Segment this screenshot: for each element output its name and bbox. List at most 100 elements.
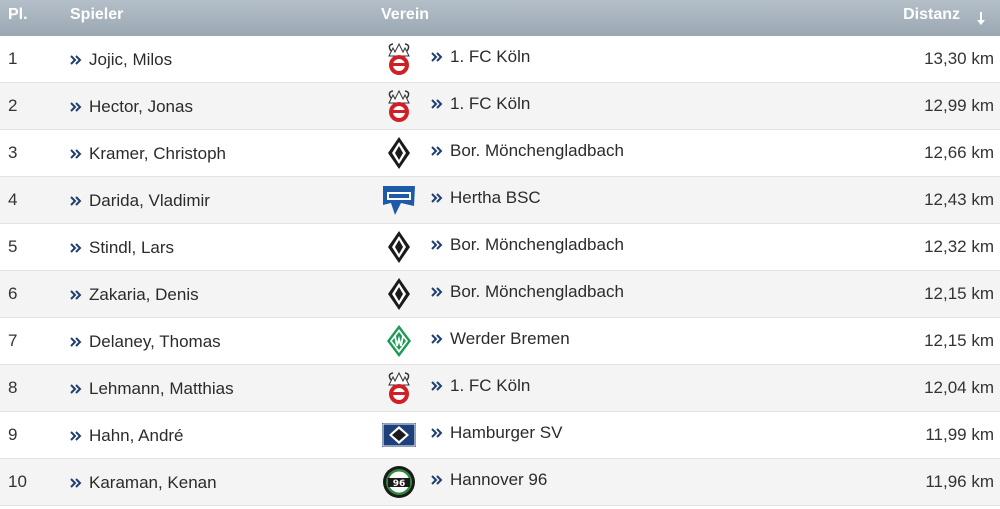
hertha-crest-icon[interactable] — [381, 183, 417, 217]
player-name[interactable]: Karaman, Kenan — [89, 473, 217, 492]
player-link[interactable]: Hector, Jonas — [70, 97, 193, 117]
player-name[interactable]: Lehmann, Matthias — [89, 379, 234, 398]
rank-cell: 3 — [8, 143, 18, 162]
player-link[interactable]: Delaney, Thomas — [70, 332, 221, 352]
table-row: 1 Jojic, Milos 1. FC Köln 13,30 km — [0, 36, 1000, 83]
double-chevron-right-icon — [70, 286, 84, 300]
club-link[interactable]: Bor. Mönchengladbach — [431, 282, 624, 302]
werder-crest-icon[interactable] — [381, 324, 417, 358]
club-link[interactable]: Werder Bremen — [431, 329, 570, 349]
table-row: 10 Karaman, Kenan 96 Hannover 96 11,96 km — [0, 459, 1000, 506]
club-name[interactable]: 1. FC Köln — [450, 376, 531, 395]
svg-text:96: 96 — [393, 479, 406, 489]
double-chevron-right-icon — [431, 330, 445, 344]
rank-cell: 1 — [8, 49, 18, 68]
player-name[interactable]: Stindl, Lars — [89, 238, 175, 257]
player-name[interactable]: Jojic, Milos — [89, 50, 173, 69]
hsv-crest-icon[interactable] — [381, 418, 417, 452]
rank-cell: 2 — [8, 96, 18, 115]
club-name[interactable]: Bor. Mönchengladbach — [450, 282, 624, 301]
distance-cell: 12,32 km — [924, 237, 994, 256]
rank-cell: 8 — [8, 378, 18, 397]
club-link[interactable]: Bor. Mönchengladbach — [431, 235, 624, 255]
double-chevron-right-icon — [431, 377, 445, 391]
club-name[interactable]: 1. FC Köln — [450, 47, 531, 66]
double-chevron-right-icon — [431, 48, 445, 62]
club-name[interactable]: Hannover 96 — [450, 470, 548, 489]
club-link[interactable]: 1. FC Köln — [431, 94, 530, 114]
player-name[interactable]: Delaney, Thomas — [89, 332, 221, 351]
table-row: 3 Kramer, Christoph Bor. Mönchengladbach 12… — [0, 130, 1000, 177]
distance-cell: 12,99 km — [924, 96, 994, 115]
header-player[interactable]: Spieler — [70, 6, 124, 23]
player-link[interactable]: Lehmann, Matthias — [70, 379, 234, 399]
double-chevron-right-icon — [70, 474, 84, 488]
player-link[interactable]: Stindl, Lars — [70, 238, 174, 258]
gladbach-crest-icon[interactable] — [381, 277, 417, 311]
distance-cell: 12,15 km — [924, 284, 994, 303]
club-link[interactable]: Bor. Mönchengladbach — [431, 141, 624, 161]
table-header: Pl. Spieler Verein Distanz — [0, 0, 1000, 36]
club-name[interactable]: Werder Bremen — [450, 329, 570, 348]
gladbach-crest-icon[interactable] — [381, 136, 417, 170]
player-link[interactable]: Zakaria, Denis — [70, 285, 199, 305]
player-name[interactable]: Hahn, André — [89, 426, 184, 445]
player-link[interactable]: Karaman, Kenan — [70, 473, 217, 493]
club-name[interactable]: 1. FC Köln — [450, 94, 531, 113]
double-chevron-right-icon — [70, 380, 84, 394]
double-chevron-right-icon — [431, 189, 445, 203]
rank-cell: 9 — [8, 425, 18, 444]
club-link[interactable]: Hamburger SV — [431, 423, 562, 443]
club-name[interactable]: Bor. Mönchengladbach — [450, 235, 624, 254]
player-name[interactable]: Kramer, Christoph — [89, 144, 226, 163]
hannover-crest-icon[interactable]: 96 — [381, 465, 417, 499]
player-link[interactable]: Jojic, Milos — [70, 50, 172, 70]
table-row: 8 Lehmann, Matthias 1. FC Köln 12,04 km — [0, 365, 1000, 412]
table-row: 2 Hector, Jonas 1. FC Köln 12,99 km — [0, 83, 1000, 130]
header-distance[interactable]: Distanz — [903, 6, 960, 23]
double-chevron-right-icon — [431, 142, 445, 156]
player-link[interactable]: Darida, Vladimir — [70, 191, 210, 211]
double-chevron-right-icon — [431, 283, 445, 297]
double-chevron-right-icon — [431, 424, 445, 438]
distance-cell: 11,99 km — [925, 425, 994, 444]
club-link[interactable]: Hertha BSC — [431, 188, 541, 208]
table-row: 4 Darida, Vladimir Hertha BSC 12,43 km — [0, 177, 1000, 224]
club-link[interactable]: 1. FC Köln — [431, 47, 530, 67]
distance-cell: 12,15 km — [924, 331, 994, 350]
player-name[interactable]: Darida, Vladimir — [89, 191, 210, 210]
club-link[interactable]: Hannover 96 — [431, 470, 547, 490]
rank-cell: 6 — [8, 284, 18, 303]
rank-cell: 5 — [8, 237, 18, 256]
rank-cell: 10 — [8, 472, 27, 491]
table-row: 5 Stindl, Lars Bor. Mönchengladbach 12,32 k… — [0, 224, 1000, 271]
koeln-crest-icon[interactable] — [381, 42, 417, 76]
rank-cell: 4 — [8, 190, 18, 209]
distance-cell: 11,96 km — [925, 472, 994, 491]
club-name[interactable]: Bor. Mönchengladbach — [450, 141, 624, 160]
double-chevron-right-icon — [70, 145, 84, 159]
distance-cell: 12,43 km — [924, 190, 994, 209]
koeln-crest-icon[interactable] — [381, 371, 417, 405]
club-link[interactable]: 1. FC Köln — [431, 376, 530, 396]
double-chevron-right-icon — [431, 471, 445, 485]
distance-cell: 13,30 km — [924, 49, 994, 68]
double-chevron-right-icon — [70, 333, 84, 347]
player-name[interactable]: Hector, Jonas — [89, 97, 193, 116]
club-name[interactable]: Hertha BSC — [450, 188, 541, 207]
gladbach-crest-icon[interactable] — [381, 230, 417, 264]
double-chevron-right-icon — [70, 192, 84, 206]
koeln-crest-icon[interactable] — [381, 89, 417, 123]
player-name[interactable]: Zakaria, Denis — [89, 285, 199, 304]
player-link[interactable]: Kramer, Christoph — [70, 144, 226, 164]
club-name[interactable]: Hamburger SV — [450, 423, 563, 442]
double-chevron-right-icon — [70, 239, 84, 253]
header-club[interactable]: Verein — [381, 6, 430, 23]
double-chevron-right-icon — [431, 236, 445, 250]
table-row: 9 Hahn, André Hamburger SV 11,99 km — [0, 412, 1000, 459]
distance-cell: 12,66 km — [924, 143, 994, 162]
sort-down-icon[interactable] — [976, 12, 986, 26]
player-link[interactable]: Hahn, André — [70, 426, 184, 446]
double-chevron-right-icon — [70, 51, 84, 65]
